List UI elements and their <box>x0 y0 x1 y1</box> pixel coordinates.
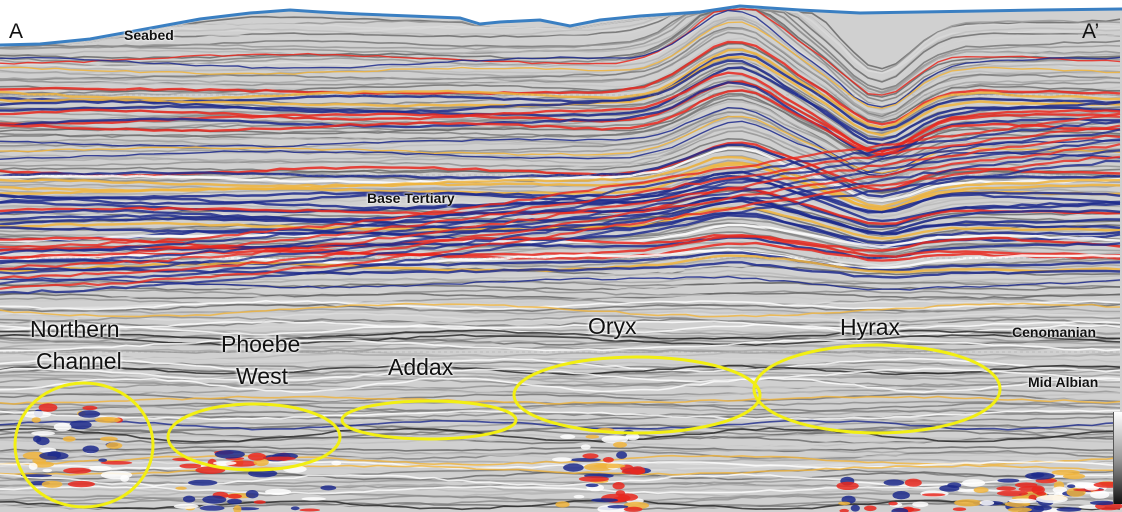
amplitude-colorbar <box>1113 412 1122 504</box>
northern-channel-label-line1: Northern <box>30 316 120 342</box>
seabed-label: Seabed <box>124 27 174 43</box>
addax-label: Addax <box>388 354 454 380</box>
seabed-horizon-line <box>0 4 1122 47</box>
endpoint-a-prime-label: A’ <box>1082 20 1100 43</box>
northern-channel-ellipse <box>13 381 155 509</box>
phoebe-west-label-line1: Phoebe <box>221 331 301 357</box>
hyrax-label: Hyrax <box>840 314 901 340</box>
base-tertiary-label: Base Tertiary <box>367 190 455 206</box>
oryx-label: Oryx <box>588 313 637 339</box>
mid-albian-label: Mid Albian <box>1028 374 1099 390</box>
oryx-ellipse <box>512 355 762 435</box>
addax-ellipse <box>340 399 518 441</box>
phoebe-west-label-line2: West <box>236 363 288 389</box>
endpoint-a-label: A <box>9 20 24 43</box>
hyrax-ellipse <box>752 343 1002 435</box>
phoebe-west-ellipse <box>166 402 342 472</box>
northern-channel-label-line2: Channel <box>36 348 122 374</box>
cenomanian-label: Cenomanian <box>1012 324 1097 340</box>
